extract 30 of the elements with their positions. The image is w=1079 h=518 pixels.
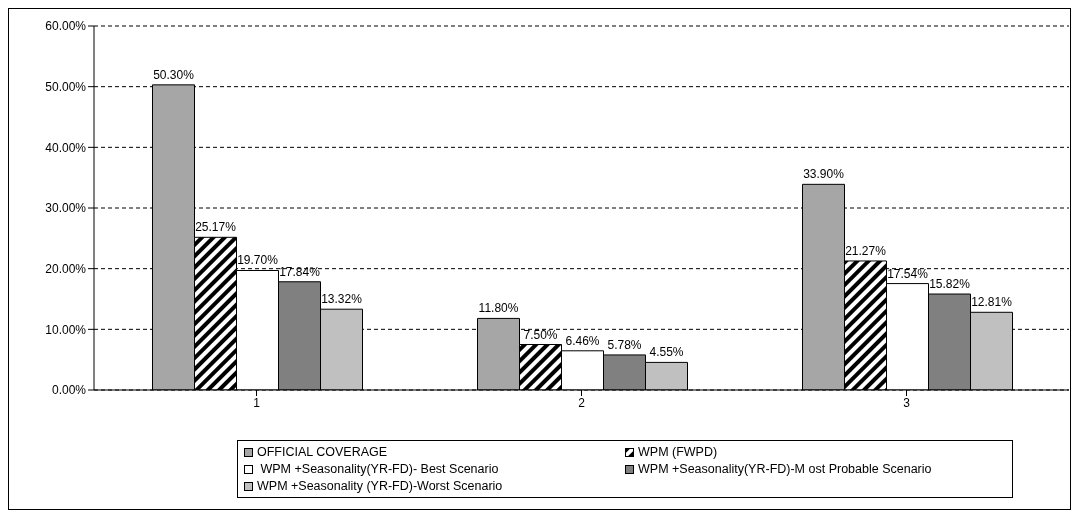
legend-label: WPM +Seasonality(YR-FD)- Best Scenario: [259, 462, 499, 476]
data-label: 7.50%: [523, 327, 558, 342]
data-label: 50.30%: [153, 67, 195, 82]
legend-label: WPM +Seasonality(YR-FD)-M ost Probable Scenario: [638, 462, 932, 476]
y-tick-label: 30.00%: [45, 201, 87, 216]
y-tick-label: 10.00%: [45, 322, 87, 337]
x-tick-label: 1: [253, 395, 261, 410]
y-tick-label: 20.00%: [45, 261, 87, 276]
data-label: 19.70%: [237, 253, 279, 268]
data-label: 15.82%: [929, 277, 971, 292]
data-label: 13.32%: [321, 292, 363, 307]
data-label: 4.55%: [649, 345, 684, 360]
data-label: 6.46%: [565, 333, 600, 348]
data-label: 33.90%: [803, 167, 845, 182]
data-label: 11.80%: [478, 301, 519, 316]
y-tick-label: 40.00%: [45, 140, 87, 155]
y-tick-label: 0.00%: [51, 383, 87, 398]
x-tick-label: 2: [578, 395, 586, 410]
legend-label: WPM (FWPD): [638, 445, 718, 459]
y-tick-label: 50.00%: [45, 79, 87, 94]
y-tick-label: 60.00%: [45, 19, 87, 34]
data-label: 5.78%: [607, 337, 642, 352]
data-label: 17.84%: [279, 264, 321, 279]
legend-label: OFFICIAL COVERAGE: [257, 445, 388, 459]
x-tick-label: 3: [903, 395, 911, 410]
legend-label: WPM +Seasonality (YR-FD)-Worst Scenario: [257, 479, 503, 493]
data-label: 17.54%: [887, 266, 929, 281]
data-label: 21.27%: [845, 243, 887, 258]
data-label: 12.81%: [971, 295, 1013, 310]
data-label: 25.17%: [195, 220, 237, 235]
